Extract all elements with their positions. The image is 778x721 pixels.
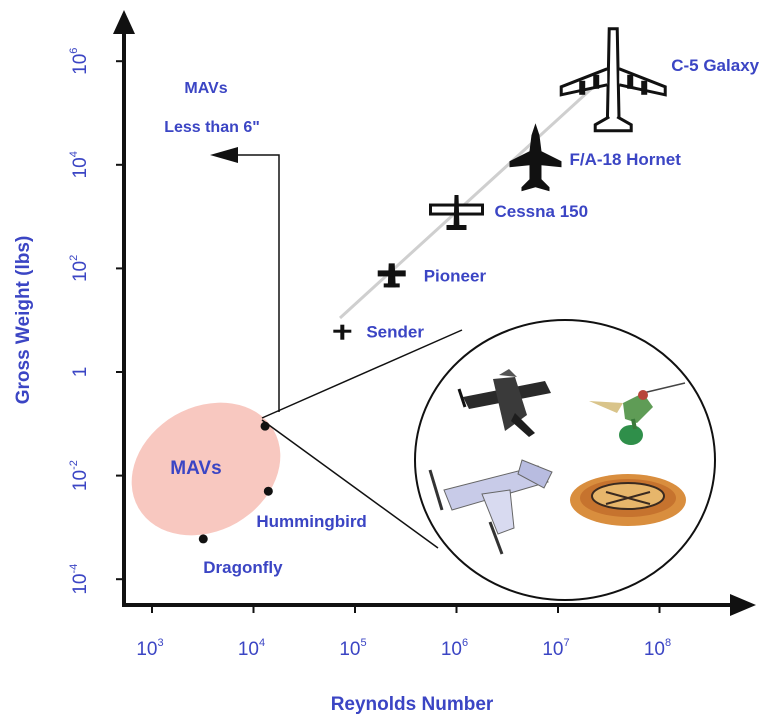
large-transport-aircraft-icon — [559, 27, 667, 133]
mav-region — [131, 402, 281, 536]
y-tick-label: 10-4 — [68, 564, 91, 595]
mav-annotation-line1: MAVs — [184, 80, 227, 97]
x-ticks: 103 104 105 106 107 108 — [136, 605, 671, 660]
y-tick-label: 10-2 — [68, 460, 91, 491]
mav-boundary-line — [236, 154, 280, 412]
point-label: Hummingbird — [256, 512, 367, 531]
zoom-line-top — [261, 329, 463, 419]
zoom-inset-circle — [414, 319, 716, 601]
point-dot — [263, 486, 273, 496]
point-label: C-5 Galaxy — [671, 56, 759, 75]
point-label: Cessna 150 — [495, 202, 589, 221]
point-dot — [198, 534, 208, 544]
y-tick-label: 106 — [68, 48, 91, 75]
y-ticks: 10-4 10-2 1 102 104 106 — [68, 48, 124, 595]
y-tick-label: 104 — [68, 151, 91, 178]
point-dot — [260, 421, 270, 431]
small-uav-icon — [333, 324, 352, 340]
zoom-line-bottom — [261, 419, 439, 549]
mav-region-label: MAVs — [170, 458, 221, 479]
x-tick-label: 103 — [136, 637, 163, 660]
mav-annotation-line2: Less than 6" — [164, 119, 260, 136]
y-axis-label: Gross Weight (lbs) — [13, 236, 34, 405]
point-label: F/A-18 Hornet — [569, 150, 681, 169]
x-tick-label: 106 — [441, 637, 468, 660]
y-tick-label: 102 — [68, 255, 91, 282]
point-label: Pioneer — [424, 266, 487, 285]
mav-plane-icon — [457, 369, 551, 437]
left-arrow-icon — [210, 147, 238, 163]
y-tick-label: 1 — [70, 367, 91, 378]
y-axis-arrow-icon — [113, 10, 135, 34]
small-plane-icon — [429, 195, 484, 231]
x-axis-label: Reynolds Number — [331, 694, 494, 715]
data-points: C-5 Galaxy F/A-18 Hornet Cessna 150 Pioneer… — [198, 27, 760, 577]
x-tick-label: 108 — [644, 637, 671, 660]
x-tick-label: 107 — [542, 637, 569, 660]
tiltrotor-mav-icon — [428, 459, 553, 555]
point-label: Dragonfly — [203, 558, 283, 577]
point-label: Sender — [366, 323, 424, 342]
uav-icon — [377, 263, 406, 288]
x-axis-arrow-icon — [730, 594, 756, 616]
hummingbird-icon — [589, 382, 686, 445]
disc-mav-icon — [570, 474, 686, 526]
trend-line — [338, 68, 614, 320]
x-tick-label: 104 — [238, 637, 265, 660]
x-tick-label: 105 — [339, 637, 366, 660]
fighter-jet-icon — [509, 123, 562, 192]
